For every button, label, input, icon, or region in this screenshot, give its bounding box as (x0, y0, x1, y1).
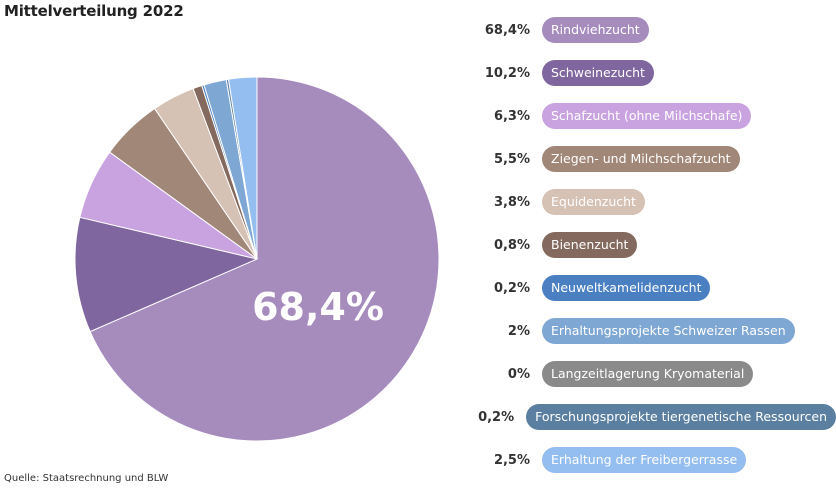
legend-value: 0% (507, 366, 530, 382)
legend-item: 0,2% Forschungsprojekte tiergenetische Re… (470, 403, 836, 431)
legend-value: 68,4% (484, 22, 530, 38)
legend-item: 6,3% Schafzucht (ohne Milchschafe) (470, 102, 836, 130)
legend-value: 0,2% (493, 280, 530, 296)
legend-label: Ziegen- und Milchschafzucht (542, 146, 740, 172)
legend-label: Schweinezucht (542, 60, 654, 86)
legend-item: 68,4% Rindviehzucht (470, 16, 836, 44)
legend-label: Schafzucht (ohne Milchschafe) (542, 103, 752, 129)
pie-slice-1 (74, 216, 259, 333)
pie-chart: 68,4% (74, 76, 440, 442)
legend-item: 2,5% Erhaltung der Freibergerrasse (470, 446, 836, 474)
legend: 68,4% Rindviehzucht 10,2% Schweinezucht 6,3%… (470, 16, 836, 489)
legend-label: Langzeitlagerung Kryomaterial (542, 361, 754, 387)
legend-value: 0,2% (478, 409, 515, 425)
center-value-label: 68,4% (252, 285, 384, 329)
legend-item: 3,8% Equidenzucht (470, 188, 836, 216)
pie-slice-0 (89, 76, 440, 442)
legend-value: 2% (507, 323, 530, 339)
legend-item: 2% Erhaltungsprojekte Schweizer Rassen (470, 317, 836, 345)
legend-value: 2,5% (493, 452, 530, 468)
legend-label: Neuweltkamelidenzucht (542, 275, 711, 301)
legend-value: 6,3% (493, 108, 530, 124)
legend-item: 10,2% Schweinezucht (470, 59, 836, 87)
legend-item: 5,5% Ziegen- und Milchschafzucht (470, 145, 836, 173)
legend-label: Forschungsprojekte tiergenetische Ressou… (526, 404, 836, 430)
legend-label: Bienenzucht (542, 232, 638, 258)
pie-slice-10 (227, 76, 258, 260)
legend-value: 10,2% (484, 65, 530, 81)
legend-label: Erhaltungsprojekte Schweizer Rassen (542, 318, 795, 344)
legend-value: 0,8% (493, 237, 530, 253)
source-note: Quelle: Staatsrechnung und BLW (4, 473, 169, 484)
legend-label: Equidenzucht (542, 189, 645, 215)
legend-label: Erhaltung der Freibergerrasse (542, 447, 747, 473)
legend-label: Rindviehzucht (542, 17, 649, 43)
legend-item: 0,8% Bienenzucht (470, 231, 836, 259)
legend-item: 0% Langzeitlagerung Kryomaterial (470, 360, 836, 388)
legend-value: 5,5% (493, 151, 530, 167)
legend-item: 0,2% Neuweltkamelidenzucht (470, 274, 836, 302)
chart-title: Mittelverteilung 2022 (4, 2, 184, 20)
legend-value: 3,8% (493, 194, 530, 210)
